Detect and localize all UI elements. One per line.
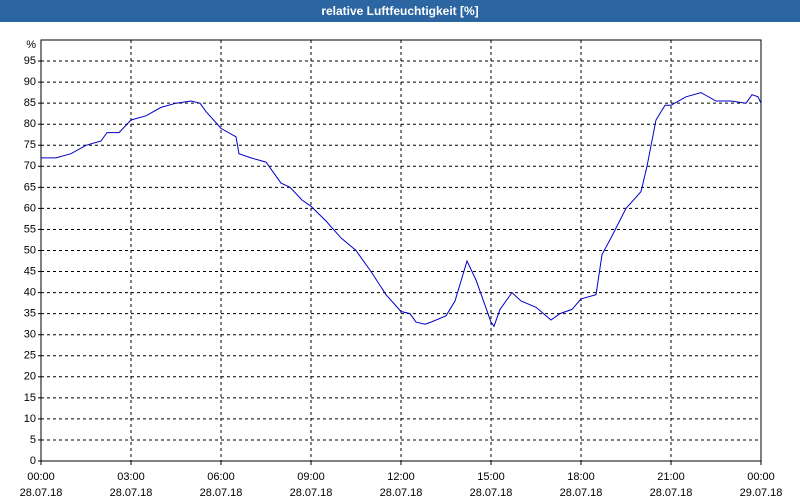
y-tick-label: 45 — [24, 265, 36, 277]
y-tick-label: 70 — [24, 160, 36, 172]
y-tick-label: 20 — [24, 371, 36, 383]
x-tick-label: 06:00 28.07.18 — [199, 471, 243, 499]
x-tick-label: 15:00 28.07.18 — [469, 471, 513, 499]
chart-title: relative Luftfeuchtigkeit [%] — [0, 0, 800, 22]
x-tick-label: 18:00 28.07.18 — [559, 471, 603, 499]
y-tick-label: 60 — [24, 202, 36, 214]
y-tick-label: 0 — [30, 455, 36, 467]
y-tick-label: 10 — [24, 413, 36, 425]
y-tick-label: 80 — [24, 118, 36, 130]
y-tick-label: 85 — [24, 97, 36, 109]
y-tick-label: 5 — [30, 434, 36, 446]
x-tick-label: 09:00 28.07.18 — [289, 471, 333, 499]
y-tick-label: 35 — [24, 308, 36, 320]
y-tick-label: 95 — [24, 55, 36, 67]
y-tick-label: 40 — [24, 287, 36, 299]
x-tick-label: 00:00 29.07.18 — [739, 471, 783, 499]
y-tick-label: 25 — [24, 350, 36, 362]
y-tick-label: 55 — [24, 223, 36, 235]
y-tick-label: 30 — [24, 329, 36, 341]
x-tick-label: 21:00 28.07.18 — [649, 471, 693, 499]
y-tick-label: 15 — [24, 392, 36, 404]
y-tick-label: 50 — [24, 244, 36, 256]
plot-frame — [40, 39, 762, 462]
y-tick-label: 65 — [24, 181, 36, 193]
data-line — [41, 92, 762, 328]
x-tick-label: 03:00 28.07.18 — [109, 471, 153, 499]
y-tick-label: 75 — [24, 139, 36, 151]
x-tick-label: 00:00 28.07.18 — [19, 471, 63, 499]
x-tick-label: 12:00 28.07.18 — [379, 471, 423, 499]
y-tick-label: 90 — [24, 76, 36, 88]
y-axis-label: % — [26, 39, 36, 51]
